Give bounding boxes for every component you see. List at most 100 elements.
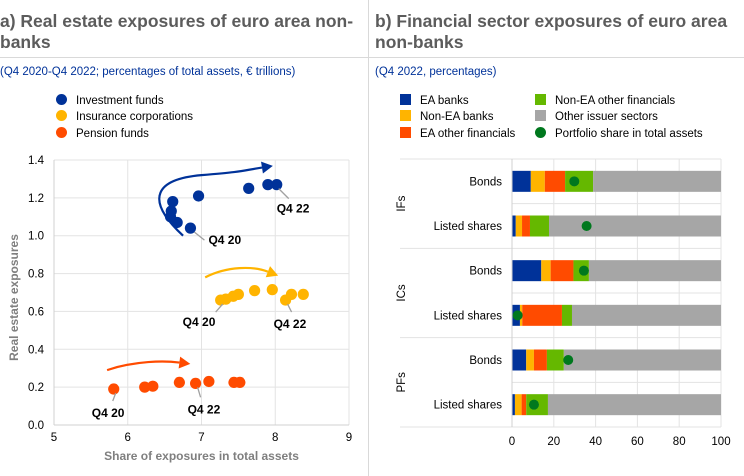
annotation-leader: [278, 188, 290, 200]
y-tick-label: 0.8: [28, 269, 44, 281]
title-rule: [0, 57, 744, 58]
portfolio-share-dot: [528, 399, 539, 410]
panel-a-title-line1: a) Real estate exposures of euro area no…: [0, 11, 354, 31]
insurance-corporations-point: [249, 285, 261, 297]
portfolio-share-dot: [569, 176, 580, 187]
legend-ea-banks: EA banks: [400, 93, 469, 109]
non-ea-banks-bar-segment: [514, 394, 522, 416]
pension-funds-arrowhead: [178, 356, 191, 369]
investment-funds-point: [184, 222, 197, 234]
ea-banks-bar-segment: [512, 215, 516, 237]
legend-label: Investment funds: [76, 95, 164, 107]
x-tick-label: 9: [346, 432, 352, 444]
non-ea-banks-bar-segment: [515, 215, 523, 237]
non-ea-other-financials-bar-segment: [561, 304, 572, 326]
legend-non-ea-other-financials: Non-EA other financials: [535, 93, 675, 109]
ea-banks-bar-segment: [512, 170, 531, 192]
annotation-label: Q4 20: [183, 315, 216, 329]
portfolio-share-dots: [512, 176, 592, 410]
other-issuer-sectors-bar-segment: [593, 170, 721, 192]
y-tick-label: 0.6: [28, 306, 44, 318]
annotation-label: Q4 20: [92, 406, 125, 420]
ea-banks-bar-segment: [512, 260, 542, 282]
scatter-chart: Q4 20 Q4 22 Q4 20 Q4 22 Q4 20 Q4 22 5 6 7 8 9 0.0 0…: [7, 155, 352, 463]
investment-funds-point: [262, 179, 274, 191]
ea-banks-bar-segment: [512, 394, 515, 416]
legend-label: EA other financials: [420, 128, 516, 140]
panel-b-title-line1: b) Financial sector exposures of euro ar…: [375, 11, 728, 31]
group-label: IFs: [396, 195, 408, 211]
other-issuer-sectors-bar-segment: [588, 260, 721, 282]
non-ea-banks-bar-segment: [526, 349, 534, 371]
category-label: Listed shares: [434, 400, 503, 412]
ea-banks-swatch-icon: [400, 94, 411, 106]
x-tick-label: 20: [547, 436, 560, 448]
category-label: Bonds: [469, 355, 502, 367]
group-label: ICs: [396, 284, 408, 302]
ea-other-financials-bar-segment: [550, 260, 574, 282]
investment-funds-point: [167, 196, 179, 208]
pension-funds-trend-arrow: [106, 360, 180, 372]
x-tick-label: 0: [509, 436, 515, 448]
other-issuer-sectors-bar-segment: [571, 304, 721, 326]
pension-funds-point: [147, 380, 159, 392]
axes: 5 6 7 8 9 0.0 0.2 0.4 0.6 0.8 1.0 1.2 1.4 Share of ex…: [7, 155, 352, 463]
legend-label: Insurance corporations: [76, 111, 193, 123]
portfolio-share-marker-icon: [535, 127, 546, 139]
annotation-leader: [215, 303, 224, 313]
annotation-leader: [194, 231, 205, 241]
group-label: PFs: [396, 372, 408, 393]
other-issuer-sectors-bar-segment: [548, 215, 721, 237]
ea-banks-bar-segment: [512, 349, 527, 371]
x-tick-label: 8: [272, 432, 278, 444]
investment-funds-point: [243, 182, 255, 194]
annotation-leader: [286, 303, 293, 313]
investment-funds-point: [271, 179, 283, 191]
portfolio-share-dot: [578, 265, 589, 276]
pension-funds-point: [173, 376, 185, 389]
other-issuer-sectors-swatch-icon: [535, 110, 546, 122]
insurance-corporations-trend-arrow: [204, 266, 269, 279]
insurance-corporations-marker-icon: [56, 110, 67, 122]
annotation-label: Q4 22: [277, 202, 310, 216]
panel-a-title-line2: banks: [0, 32, 51, 52]
panel-divider: [368, 0, 369, 476]
axes: 0 20 40 60 80 100 Bonds Listed shares Bonds Liste…: [396, 159, 731, 448]
x-tick-label: 60: [631, 436, 644, 448]
ea-other-financials-bar-segment: [521, 394, 527, 416]
pension-funds-point: [234, 376, 246, 389]
legend-ea-other-financials: EA other financials: [400, 126, 515, 142]
portfolio-share-dot: [563, 355, 574, 365]
x-axis-title: Share of exposures in total assets: [104, 449, 299, 463]
ea-other-financials-bar-segment: [544, 170, 566, 192]
data-points: [108, 179, 309, 395]
annotation-leader: [196, 387, 202, 398]
pension-funds-point: [108, 383, 120, 395]
x-tick-label: 6: [125, 432, 131, 444]
ea-other-financials-bar-segment: [522, 304, 562, 326]
pension-funds-point: [139, 381, 151, 393]
trend-arrows: [106, 161, 279, 372]
investment-funds-marker-icon: [56, 94, 67, 106]
category-label: Listed shares: [434, 221, 503, 233]
annotation-leader: [112, 392, 117, 402]
ea-other-financials-swatch-icon: [400, 127, 411, 139]
x-tick-label: 7: [198, 432, 204, 444]
legend-label: Non-EA other financials: [555, 95, 676, 107]
annotation-label: Q4 22: [188, 402, 221, 416]
y-tick-label: 0.0: [28, 420, 44, 432]
annotations: Q4 20 Q4 22 Q4 20 Q4 22 Q4 20 Q4 22: [92, 188, 310, 420]
legend-non-ea-banks: Non-EA banks: [400, 109, 494, 125]
legend-label: Portfolio share in total assets: [555, 128, 703, 140]
panel-a-title: a) Real estate exposures of euro area no…: [0, 11, 366, 53]
legend-insurance-corporations: Insurance corporations: [56, 109, 193, 125]
y-tick-label: 0.4: [28, 344, 45, 356]
investment-funds-arrowhead: [261, 161, 273, 174]
portfolio-share-dot: [581, 221, 592, 231]
grid: [400, 158, 722, 428]
x-tick-label: 5: [51, 432, 57, 444]
legend-label: Non-EA banks: [420, 111, 494, 123]
non-ea-other-financials-swatch-icon: [535, 94, 546, 106]
bars: [512, 170, 721, 416]
panel-b-title: b) Financial sector exposures of euro ar…: [375, 11, 741, 53]
